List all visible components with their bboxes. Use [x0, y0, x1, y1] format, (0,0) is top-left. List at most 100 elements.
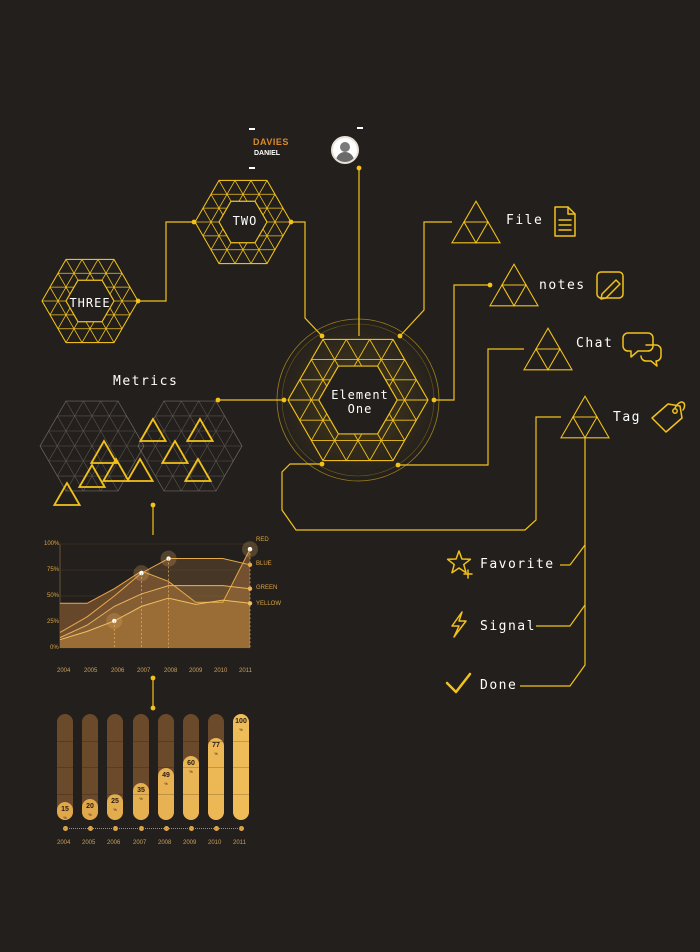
node-three-label[interactable]: THREE	[69, 296, 111, 310]
profile-last-name: DAVIES	[253, 137, 289, 147]
connector-dot	[395, 462, 401, 468]
bar-category-label: 2008	[158, 840, 172, 846]
document-icon	[554, 206, 576, 237]
bar-fill	[158, 768, 174, 820]
bar-segment-line	[183, 793, 199, 795]
dash-marker	[249, 167, 255, 169]
bar-track	[82, 714, 98, 820]
bar-category-label: 2004	[57, 840, 71, 846]
branch-chat-triangle	[523, 327, 573, 371]
y-tick-label: 50%	[47, 593, 60, 599]
branch-notes-triangle	[489, 263, 539, 307]
action-done-label[interactable]: Done	[480, 678, 518, 693]
metric-triangle	[185, 417, 215, 442]
connector-dot	[281, 397, 287, 403]
bar-value-label: 60	[187, 760, 195, 768]
bar-fill	[133, 782, 149, 820]
bar-category-label: 2007	[133, 840, 147, 846]
metrics-label: Metrics	[113, 374, 179, 389]
bar-value-label: 15	[61, 806, 69, 813]
series-end-dot	[247, 586, 253, 591]
node-two-label[interactable]: TWO	[232, 214, 258, 228]
x-tick-label: 2005	[84, 668, 98, 674]
lightning-icon	[451, 611, 467, 638]
bar-unit-label: %	[239, 727, 243, 732]
connector-dot	[288, 219, 294, 225]
node-center-label[interactable]: Element One	[331, 388, 389, 416]
bar-segment-line	[233, 767, 249, 768]
bar-segment-line	[82, 793, 98, 795]
bar-track	[208, 714, 224, 820]
bar-value-label: 100	[235, 718, 247, 725]
bar-segment-line	[233, 793, 249, 795]
bar-category-label: 2005	[82, 840, 96, 846]
bar-fill	[107, 793, 123, 820]
connector-dot	[487, 282, 493, 288]
bar-axis-line	[64, 828, 242, 829]
line-signal	[536, 545, 586, 627]
bar-track	[233, 714, 249, 820]
x-tick-label: 2011	[239, 668, 252, 674]
bar-segment-line	[107, 740, 123, 742]
area-green	[60, 585, 250, 648]
action-favorite-label[interactable]: Favorite	[480, 557, 555, 572]
bar-value-label: 35	[137, 786, 145, 794]
branch-chat-label[interactable]: Chat	[576, 336, 614, 351]
bar-value-label: 25	[111, 797, 119, 805]
bar-category-label: 2006	[107, 840, 121, 846]
line-done	[520, 605, 586, 687]
series-line-green	[59, 585, 251, 639]
action-signal-label[interactable]: Signal	[480, 619, 536, 634]
bar-segment-line	[158, 767, 174, 768]
bar-segment-line	[233, 740, 249, 742]
checkmark-icon	[445, 672, 472, 694]
connector-dot	[397, 333, 403, 339]
line-notes	[434, 284, 490, 401]
metric-triangle	[138, 417, 168, 442]
y-tick-label: 100%	[44, 541, 60, 547]
y-tick-label: 25%	[47, 619, 60, 625]
bar-fill	[183, 756, 199, 820]
bar-segment-line	[133, 740, 149, 742]
bar-segment-line	[133, 767, 149, 768]
bar-track	[158, 714, 174, 820]
branch-notes-label[interactable]: notes	[539, 278, 586, 293]
metric-triangle	[101, 457, 131, 482]
bar-fill	[208, 738, 224, 820]
metric-triangle	[52, 481, 82, 506]
tag-icon	[651, 401, 686, 433]
node-center-hex	[287, 338, 429, 462]
branch-file-label[interactable]: File	[506, 213, 544, 228]
bar-track	[107, 714, 123, 820]
connector-dot	[215, 397, 221, 403]
bar-segment-line	[57, 793, 73, 795]
bar-segment-line	[208, 793, 224, 795]
node-three-hex	[41, 258, 139, 344]
bar-value-label: 20	[86, 802, 94, 810]
legend-green: GREEN	[256, 585, 278, 591]
connector-dot	[191, 219, 197, 225]
bar-track	[57, 714, 73, 820]
y-tick-label: 0%	[50, 645, 59, 651]
legend-red: RED	[256, 537, 269, 543]
branch-tag-triangle	[560, 395, 610, 439]
series-end-dot	[247, 601, 253, 606]
bar-unit-label: %	[214, 751, 218, 757]
legend-blue: BLUE	[256, 561, 272, 567]
line-two-to-three	[138, 221, 194, 302]
x-tick-label: 2007	[137, 668, 151, 674]
connector-dot	[319, 333, 325, 339]
area-yellow	[60, 598, 250, 648]
bar-segment-line	[158, 793, 174, 795]
dash-marker	[249, 128, 255, 130]
bar-value-label: 49	[162, 772, 170, 780]
connector-dot	[356, 165, 362, 171]
connector-dot	[150, 705, 156, 711]
line-tag	[281, 416, 561, 531]
branch-tag-label[interactable]: Tag	[613, 410, 641, 425]
avatar[interactable]	[331, 136, 359, 164]
bar-segment-line	[133, 793, 149, 795]
bar-value-label: 77	[212, 742, 220, 750]
area-blue	[60, 558, 250, 648]
x-tick-label: 2008	[164, 668, 178, 674]
